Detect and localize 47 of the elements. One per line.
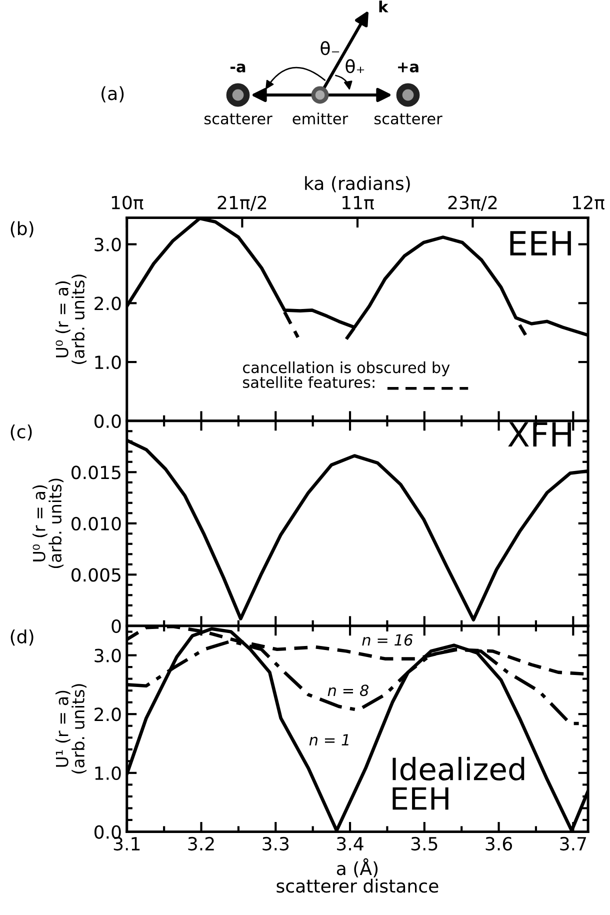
x-tick-label: 3.5 xyxy=(411,836,438,851)
x-tick-label: 3.2 xyxy=(188,836,214,851)
text: -a xyxy=(230,64,246,72)
text: +a xyxy=(398,62,418,72)
annotation: n = 8 xyxy=(328,684,369,696)
text: scatterer xyxy=(204,113,272,124)
x-tick-label: 3.4 xyxy=(337,836,364,851)
x-axis-title: a (Å) scatterer distance xyxy=(276,858,438,893)
annotation: XFH xyxy=(508,422,571,446)
y-tick-label: 0.015 xyxy=(72,466,120,480)
y-tick-label: 1.0 xyxy=(95,766,121,780)
x2-tick-label: 23π/2 xyxy=(448,196,497,211)
y-tick-label: 3.0 xyxy=(94,238,121,252)
y-tick-label: 0 xyxy=(112,619,121,633)
annotation: cancellation is obscured by satellite features: xyxy=(243,361,450,388)
y-tick-label: 2.0 xyxy=(94,296,121,310)
annotation: Idealized EEH xyxy=(392,756,524,810)
x-tick-label: 3.7 xyxy=(560,836,586,851)
y-tick-label: 0.005 xyxy=(72,568,120,582)
x2-tick-label: 10π xyxy=(112,196,144,210)
annotation: EEH xyxy=(510,231,571,256)
x2-tick-label: 11π xyxy=(342,196,374,210)
text: (a) xyxy=(102,86,124,102)
text: θ₋ xyxy=(320,41,340,56)
chart-title: (b) xyxy=(10,221,34,238)
y-tick-label: 0.0 xyxy=(94,414,121,428)
x2-tick-label: 12π xyxy=(573,196,604,210)
y-tick-label: 2.0 xyxy=(94,708,121,722)
y-tick-label: 0.010 xyxy=(72,516,121,530)
x2-tick-label: 21π/2 xyxy=(218,196,266,211)
y-tick-label: 0.0 xyxy=(94,825,121,839)
annotation: n = 1 xyxy=(309,734,348,746)
chart-title: (d) xyxy=(10,629,34,646)
y-tick-label: 1.0 xyxy=(95,355,121,370)
y-axis-title: U⁰ (r = a) (arb. units) xyxy=(32,478,64,568)
annotation: n = 16 xyxy=(362,634,413,646)
text: θ₊ xyxy=(346,59,364,74)
text: scatterer xyxy=(374,113,442,124)
y-axis-title: U⁰ (r = a) (arb. units) xyxy=(56,274,86,364)
text: emitter xyxy=(292,112,348,124)
x2-axis-title: ka (radians) xyxy=(305,176,410,192)
text: k xyxy=(379,0,388,12)
y-tick-label: 3.0 xyxy=(94,648,121,662)
y-axis-title: U¹ (r = a) (arb. units) xyxy=(56,684,86,774)
x-tick-label: 3.6 xyxy=(486,836,512,851)
chart-title: (c) xyxy=(10,424,32,441)
x-tick-label: 3.3 xyxy=(262,836,289,851)
